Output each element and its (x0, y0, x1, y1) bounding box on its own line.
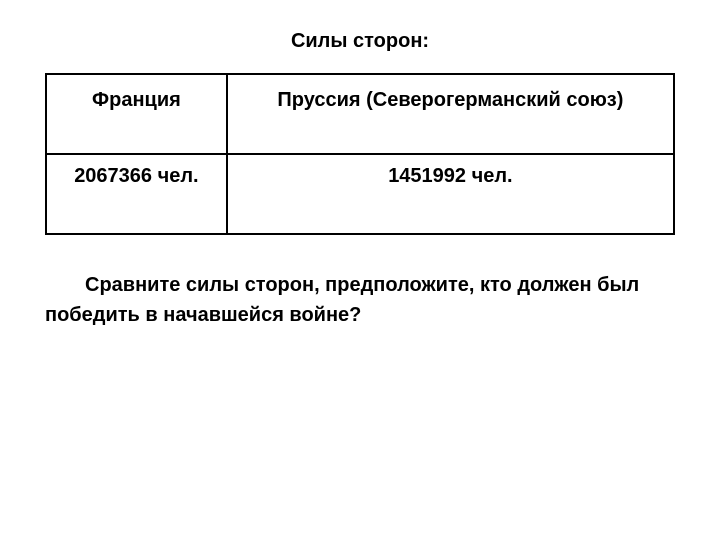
page-title: Силы сторон: (45, 30, 675, 53)
table-row: 2067366 чел. 1451992 чел. (46, 154, 674, 234)
table-header-cell: Пруссия (Северогерманский союз) (227, 74, 674, 154)
table-header-row: Франция Пруссия (Северогерманский союз) (46, 74, 674, 154)
table-cell: 1451992 чел. (227, 154, 674, 234)
table-header-cell: Франция (46, 74, 227, 154)
table-cell: 2067366 чел. (46, 154, 227, 234)
forces-table: Франция Пруссия (Северогерманский союз) … (45, 73, 675, 235)
question-text: Сравните силы сторон, предположите, кто … (45, 270, 675, 330)
